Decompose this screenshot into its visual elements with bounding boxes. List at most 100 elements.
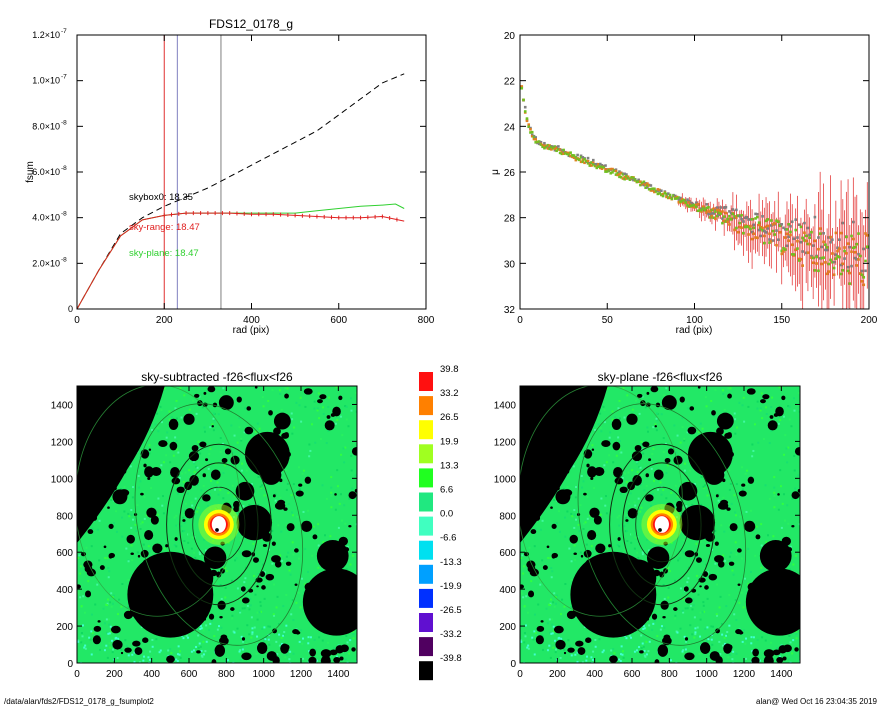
noise-pixel [693, 616, 696, 619]
noise-pixel [257, 503, 260, 506]
masked-source [272, 494, 276, 498]
noise-pixel [285, 524, 288, 527]
noise-pixel [191, 536, 194, 539]
noise-pixel [641, 553, 644, 556]
galaxy-core-mask [658, 528, 662, 532]
noise-pixel [111, 602, 114, 605]
noise-pixel [238, 417, 241, 420]
mu-point [537, 140, 541, 143]
masked-source [763, 655, 774, 663]
masked-source [551, 523, 557, 529]
mu-point [729, 211, 733, 215]
masked-source [207, 386, 216, 393]
noise-pixel [611, 418, 614, 421]
noise-pixel [149, 425, 152, 428]
mu-point [637, 178, 640, 182]
noise-pixel-cyan [226, 659, 229, 662]
noise-pixel [198, 551, 201, 554]
noise-pixel [564, 516, 567, 519]
noise-pixel [127, 605, 130, 608]
noise-pixel-cyan [591, 658, 594, 661]
noise-pixel [706, 571, 709, 574]
noise-pixel [645, 640, 648, 643]
noise-pixel [779, 419, 782, 422]
masked-source [262, 543, 268, 547]
noise-pixel [719, 595, 722, 598]
noise-pixel [683, 439, 686, 442]
mu-point [714, 210, 717, 213]
masked-source [233, 500, 240, 509]
noise-pixel [554, 651, 557, 654]
noise-pixel [645, 629, 648, 632]
noise-pixel [165, 436, 168, 439]
mu-point [625, 174, 628, 178]
noise-pixel [165, 454, 168, 457]
colorbar: 39.833.226.519.913.36.60.0-6.6-13.3-19.9… [419, 364, 462, 681]
masked-source [586, 463, 590, 468]
noise-pixel [751, 443, 754, 446]
noise-pixel [239, 658, 242, 661]
mu-point [600, 167, 604, 170]
image-ytick-label: 400 [56, 585, 73, 596]
mu-point [785, 244, 789, 248]
noise-pixel-cyan [752, 636, 755, 639]
colorbar-label-4: 13.3 [440, 460, 459, 471]
noise-pixel [253, 626, 256, 629]
mu-point [853, 250, 857, 254]
noise-pixel-cyan [109, 625, 112, 628]
noise-pixel [261, 396, 264, 399]
mu-point [829, 240, 832, 244]
mu-point [768, 238, 771, 241]
mu-point [553, 148, 557, 152]
noise-pixel [654, 619, 657, 622]
mu-point [572, 154, 576, 157]
mu-point [593, 163, 597, 166]
mu-point [560, 149, 564, 152]
masked-source [241, 597, 250, 604]
mu-point [567, 151, 571, 155]
noise-pixel [109, 646, 112, 649]
colorbar-label-12: -39.8 [440, 653, 462, 664]
noise-pixel [723, 530, 726, 533]
masked-source [654, 659, 660, 663]
mu-point [728, 210, 731, 213]
sky-box-ellipse [77, 386, 240, 617]
masked-source [746, 388, 756, 395]
noise-pixel [706, 597, 709, 600]
noise-pixel [236, 627, 239, 630]
image-ytick-label: 800 [499, 511, 516, 522]
mu-point [851, 220, 855, 224]
noise-pixel [590, 545, 593, 548]
noise-pixel [197, 506, 200, 509]
noise-pixel [735, 553, 738, 556]
colorbar-swatch-7 [419, 540, 433, 560]
mu-point [623, 175, 626, 179]
noise-pixel [656, 635, 659, 638]
noise-pixel-cyan [533, 653, 536, 656]
masked-source [136, 395, 140, 399]
noise-pixel [571, 515, 574, 518]
noise-pixel [273, 583, 276, 586]
noise-pixel-cyan [158, 651, 161, 654]
noise-pixel [285, 593, 288, 596]
noise-pixel [229, 601, 232, 604]
noise-pixel [96, 583, 99, 586]
masked-source [144, 530, 154, 541]
masked-star [236, 504, 273, 541]
noise-pixel-cyan [553, 639, 556, 642]
noise-pixel [250, 483, 253, 486]
noise-pixel [225, 570, 228, 573]
noise-pixel [585, 543, 588, 546]
noise-pixel [346, 641, 349, 644]
noise-pixel [162, 512, 165, 515]
noise-pixel [299, 606, 302, 609]
noise-pixel [77, 639, 80, 642]
masked-source [188, 451, 200, 462]
image-ytick-label: 200 [56, 622, 73, 633]
noise-pixel [317, 544, 320, 547]
noise-pixel [698, 652, 701, 655]
noise-pixel [693, 555, 696, 558]
noise-pixel [142, 543, 145, 546]
masked-source [753, 613, 762, 621]
masked-source [108, 552, 116, 558]
